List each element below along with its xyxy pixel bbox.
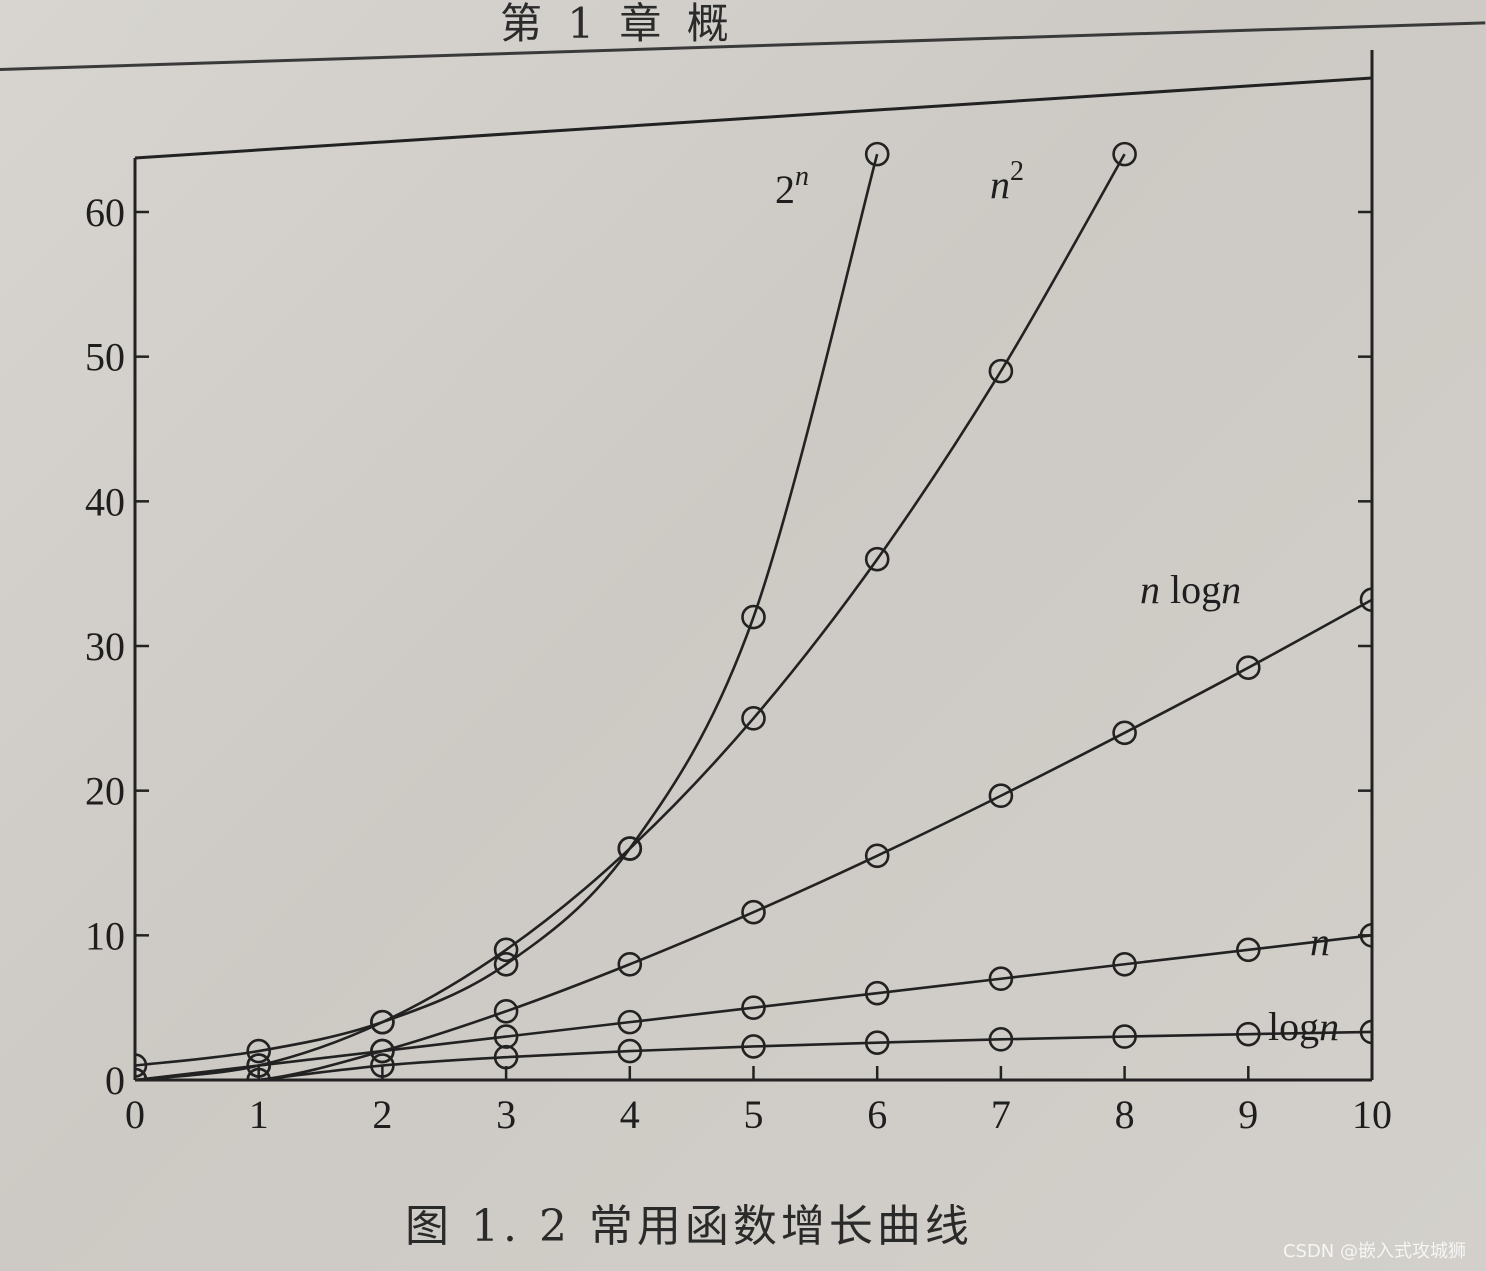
point-n bbox=[741, 995, 766, 1020]
series-label-part: log bbox=[1160, 567, 1221, 612]
point-n-logn bbox=[988, 783, 1014, 809]
series-label-sup: 2 bbox=[1010, 156, 1024, 187]
point-2-n bbox=[246, 1038, 272, 1064]
x-tick-label: 10 bbox=[1352, 1092, 1392, 1137]
point-n bbox=[493, 1024, 519, 1049]
point-n-logn bbox=[741, 899, 766, 925]
point-n bbox=[864, 980, 890, 1006]
x-tick-label: 0 bbox=[125, 1092, 145, 1137]
y-tick-label: 50 bbox=[85, 335, 125, 380]
point-n bbox=[1112, 951, 1137, 977]
point-logn bbox=[864, 1030, 890, 1055]
point-n-logn bbox=[864, 843, 890, 869]
x-tick-label: 3 bbox=[496, 1092, 516, 1137]
point-n bbox=[617, 1009, 643, 1035]
point-n-2 bbox=[370, 1009, 395, 1035]
series-label-part: log bbox=[1268, 1004, 1319, 1049]
series-label-sup: n bbox=[795, 161, 809, 192]
x-tick-label: 7 bbox=[991, 1092, 1011, 1137]
curve-n-logn bbox=[135, 598, 1372, 1080]
series-label-2-n: 2n bbox=[775, 161, 809, 212]
point-logn bbox=[1112, 1024, 1137, 1049]
chapter-header: 第 1 章 概 bbox=[500, 0, 735, 48]
point-n bbox=[246, 1053, 272, 1078]
point-n bbox=[1236, 937, 1261, 963]
point-n-logn bbox=[617, 951, 643, 977]
curve-2-n bbox=[135, 153, 879, 1067]
x-tick-label: 5 bbox=[744, 1092, 764, 1137]
point-logn bbox=[246, 1067, 272, 1080]
series-curves bbox=[135, 153, 1372, 1080]
chart-frame bbox=[133, 50, 1374, 1082]
series-label-base: n bbox=[990, 162, 1010, 207]
figure-caption: 图 1. 2 常用函数增长曲线 bbox=[405, 1201, 973, 1252]
x-tick-label: 2 bbox=[372, 1092, 392, 1137]
series-label-part: n bbox=[1310, 919, 1330, 964]
y-tick-label: 60 bbox=[85, 190, 125, 235]
curve-logn bbox=[258, 1030, 1372, 1080]
point-logn bbox=[493, 1044, 519, 1070]
top-axis-line bbox=[134, 76, 1373, 160]
point-n-logn bbox=[1236, 655, 1261, 681]
point-2-n bbox=[135, 1053, 148, 1078]
point-n-2 bbox=[617, 836, 643, 861]
series-label-part: n bbox=[1140, 567, 1160, 612]
point-logn bbox=[988, 1027, 1014, 1052]
series-label-logn: logn bbox=[1268, 1004, 1339, 1049]
point-logn bbox=[370, 1053, 395, 1078]
x-tick-label: 8 bbox=[1115, 1092, 1135, 1137]
point-n-2 bbox=[493, 937, 519, 963]
point-n-logn bbox=[493, 998, 519, 1024]
curve-n bbox=[135, 934, 1372, 1080]
point-logn bbox=[1236, 1021, 1261, 1047]
y-tick-label: 10 bbox=[85, 913, 125, 958]
y-tick-label: 20 bbox=[85, 769, 125, 814]
y-tick-label: 0 bbox=[105, 1058, 125, 1103]
point-n-2 bbox=[864, 546, 890, 572]
point-n bbox=[370, 1038, 395, 1064]
series-label-n-2: n2 bbox=[990, 156, 1024, 207]
point-2-n bbox=[493, 951, 519, 977]
series-label-base: 2 bbox=[775, 167, 795, 212]
point-n-2 bbox=[988, 358, 1014, 384]
point-logn bbox=[1359, 1019, 1372, 1045]
point-logn bbox=[741, 1034, 766, 1059]
x-tick-label: 4 bbox=[620, 1092, 640, 1137]
x-tick-label: 9 bbox=[1238, 1092, 1258, 1137]
point-2-n bbox=[741, 604, 766, 630]
series-label-part: n bbox=[1221, 567, 1241, 612]
point-n-2 bbox=[741, 706, 766, 731]
x-tick-label: 6 bbox=[867, 1092, 887, 1137]
watermark: CSDN @嵌入式攻城狮 bbox=[1282, 1241, 1466, 1262]
point-n bbox=[1359, 923, 1372, 948]
point-n-logn bbox=[1359, 587, 1372, 613]
point-n-logn bbox=[1112, 720, 1137, 746]
y-tick-label: 30 bbox=[85, 624, 125, 669]
axis-tick-labels: 0 1 2 3 4 5 6 7 8 9 10 0 10 20 30 40 50 60 bbox=[85, 190, 1392, 1137]
point-2-n bbox=[864, 141, 890, 167]
series-markers bbox=[135, 141, 1372, 1080]
x-tick-label: 1 bbox=[249, 1092, 269, 1137]
curve-n-2 bbox=[135, 153, 1126, 1080]
series-label-part: n bbox=[1319, 1004, 1339, 1049]
y-tick-label: 40 bbox=[85, 479, 125, 524]
axis-ticks bbox=[133, 210, 1374, 1082]
point-n bbox=[988, 966, 1014, 992]
point-logn bbox=[617, 1038, 643, 1064]
point-n-2 bbox=[1112, 141, 1137, 167]
series-label-n-logn: n logn bbox=[1140, 567, 1241, 612]
series-label-n: n bbox=[1310, 919, 1330, 964]
